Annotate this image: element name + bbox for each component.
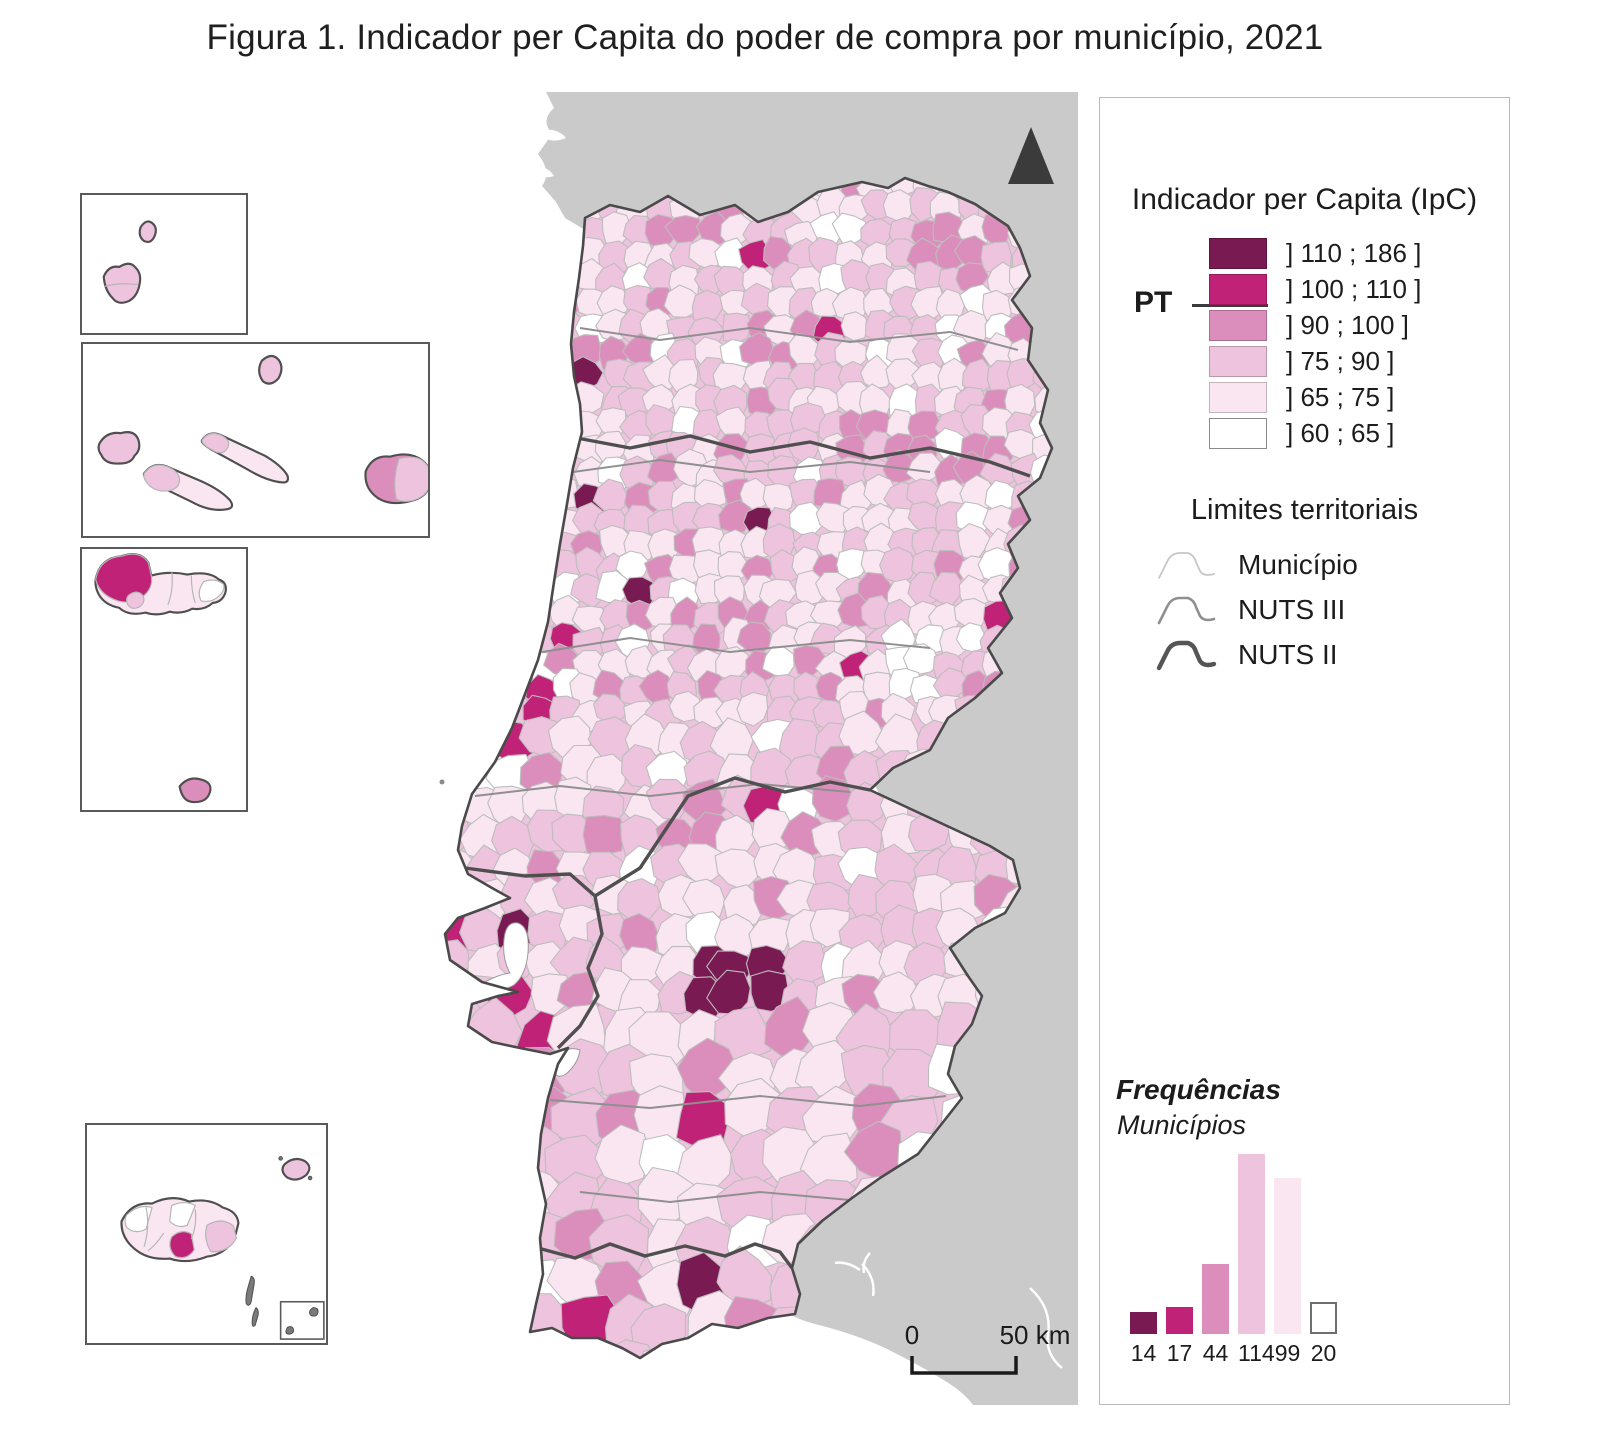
boundary-legend-row: NUTS II <box>1156 632 1358 677</box>
legend-class-row: ] 100 ; 110 ] <box>1209 274 1421 305</box>
territorial-limits-list: Município NUTS III NUTS II <box>1156 542 1358 677</box>
boundary-legend-row: NUTS III <box>1156 587 1358 632</box>
pt-average-callout-line <box>1192 304 1268 307</box>
scale-bar: 0 50 km <box>905 1320 1071 1375</box>
madeira-n-municipality <box>169 1201 196 1228</box>
selvagens-islet <box>309 1307 319 1317</box>
santa-cruz-municipality <box>205 1220 238 1253</box>
legend-class-swatch <box>1209 418 1267 449</box>
scale-bar-start-label: 0 <box>905 1320 919 1350</box>
frequency-bar <box>1238 1154 1265 1334</box>
legend-class-row: ] 60 ; 65 ] <box>1209 418 1421 449</box>
boundary-legend-row: Município <box>1156 542 1358 587</box>
legend-class-swatch <box>1209 238 1267 269</box>
boundary-legend-label: NUTS II <box>1238 638 1338 670</box>
pt-average-label: PT <box>1134 286 1173 319</box>
corvo-island <box>138 220 157 244</box>
scale-bar-end-label: 50 km <box>1000 1320 1071 1350</box>
legend-class-swatch <box>1209 382 1267 413</box>
boundary-line-sample-icon <box>1156 640 1217 670</box>
mainland-map: 0 50 km <box>430 92 1078 1405</box>
pico-west-municipality <box>143 464 181 492</box>
madeira-municipal-lines <box>143 1207 197 1252</box>
legend-title: Indicador per Capita (IpC) <box>1131 183 1478 216</box>
terceira-east-municipality <box>394 456 428 502</box>
frequency-bar-value: 99 <box>1274 1340 1301 1366</box>
map-layers <box>430 92 1078 1405</box>
legend-class-label: ] 65 ; 75 ] <box>1286 382 1395 412</box>
lagoa-municipality <box>126 591 145 609</box>
frequencies-title: Frequências <box>1116 1074 1281 1105</box>
boundary-legend-label: Município <box>1238 548 1358 580</box>
legend-panel: Indicador per Capita (IpC) PT ] 110 ; 18… <box>1099 97 1510 1405</box>
porto-santo-islet <box>278 1156 283 1161</box>
legend-class-label: ] 90 ; 100 ] <box>1286 310 1409 340</box>
flores-municipal-line <box>104 283 138 287</box>
frequency-bar-value: 14 <box>1130 1340 1157 1366</box>
legend-class-swatch <box>1209 310 1267 341</box>
santa-maria-island <box>178 777 212 804</box>
frequency-bar <box>1274 1178 1301 1334</box>
sao-jorge-west-municipality <box>201 432 230 454</box>
selvagens-islet-2 <box>285 1326 295 1335</box>
nordeste-municipality <box>198 579 225 602</box>
boundary-line-sample-icon <box>1158 551 1215 579</box>
sao-miguel-municipal-lines <box>167 571 196 606</box>
frequency-bar-value: 20 <box>1310 1340 1337 1366</box>
funchal-municipality <box>169 1231 195 1259</box>
graciosa-island <box>258 354 283 385</box>
porto-santo-island <box>281 1157 311 1181</box>
legend-class-label: ] 110 ; 186 ] <box>1286 238 1422 268</box>
legend-class-row: ] 65 ; 75 ] <box>1209 382 1421 413</box>
legend-class-list: ] 110 ; 186 ] ] 100 ; 110 ] ] 90 ; 100 ] ] … <box>1209 238 1421 454</box>
inset-madeira <box>85 1123 328 1345</box>
inset-azores-corvo-flores <box>80 193 248 335</box>
scale-bar-bracket <box>910 1356 1018 1375</box>
legend-class-label: ] 60 ; 65 ] <box>1286 418 1395 448</box>
figure-title: Figura 1. Indicador per Capita do poder … <box>206 18 1324 57</box>
ponta-delgada-municipality <box>95 553 153 603</box>
frequency-bar-value: 17 <box>1166 1340 1193 1366</box>
legend-class-row: ] 110 ; 186 ] <box>1209 238 1421 269</box>
legend-class-row: ] 90 ; 100 ] <box>1209 310 1421 341</box>
frequencies-subtitle: Municípios <box>1117 1110 1247 1140</box>
frequency-bar-value: 44 <box>1202 1340 1229 1366</box>
boundary-legend-label: NUTS III <box>1238 593 1346 625</box>
legend-class-swatch <box>1209 274 1267 305</box>
frequency-bar <box>1310 1302 1337 1334</box>
legend-class-label: ] 100 ; 110 ] <box>1286 274 1422 304</box>
faial-island <box>97 431 141 465</box>
legend-class-row: ] 75 ; 90 ] <box>1209 346 1421 377</box>
desertas-islands <box>245 1275 255 1306</box>
north-arrow-icon <box>1008 127 1054 184</box>
legend-class-label: ] 75 ; 90 ] <box>1286 346 1395 376</box>
frequency-bar <box>1202 1264 1229 1334</box>
frequency-bar <box>1130 1312 1157 1334</box>
boundary-line-sample-icon <box>1157 596 1216 624</box>
porto-santo-islet-2 <box>307 1175 313 1181</box>
legend-class-swatch <box>1209 346 1267 377</box>
inset-azores-sao-miguel-santa-maria <box>80 547 248 812</box>
frequencies-bar-chart <box>1130 1154 1337 1334</box>
territorial-limits-title: Limites territoriais <box>1190 494 1419 526</box>
frequency-bar <box>1166 1307 1193 1334</box>
inset-azores-central-group <box>81 342 430 538</box>
madeira-nw-municipality <box>124 1205 153 1233</box>
frequencies-bar-labels: 14 17 44 114 99 20 <box>1130 1340 1337 1367</box>
frequency-bar-value: 114 <box>1238 1340 1275 1366</box>
desertas-islands-2 <box>251 1306 259 1327</box>
